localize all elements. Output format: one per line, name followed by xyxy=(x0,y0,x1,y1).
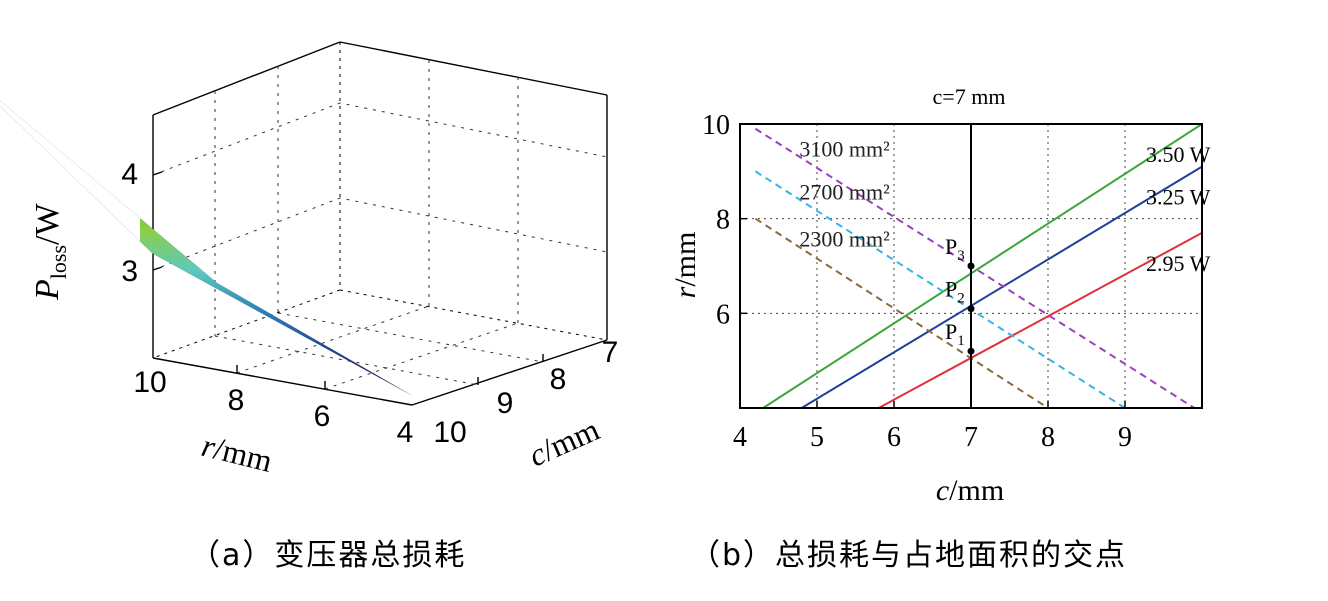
series-label: 2700 mm² xyxy=(799,179,890,204)
c-tick-label: 10 xyxy=(433,416,466,449)
x-tick-label: 9 xyxy=(1118,422,1132,453)
series-line xyxy=(762,123,1203,409)
y-tick-label: 8 xyxy=(716,205,730,236)
series-line xyxy=(754,170,1126,409)
loss-surface xyxy=(140,65,413,396)
y-tick-label: 10 xyxy=(702,110,730,141)
figure: 4 3 10 8 6 4 10 9 8 7 Ploss/W r/mm c/mm … xyxy=(0,41,1211,507)
x-tick-label: 8 xyxy=(1041,422,1055,453)
x-tick-label: 5 xyxy=(810,422,824,453)
series-label: 3.25 W xyxy=(1146,185,1211,210)
series-label: 2.95 W xyxy=(1146,251,1211,276)
r-tick-label: 8 xyxy=(228,384,245,417)
r-tick-label: 4 xyxy=(397,416,414,449)
panel-b-intersection: 4 5 6 7 8 9 6 8 10 3.50 W 3.25 W 2.95 W 3100 mm² 27… xyxy=(669,84,1211,507)
x-tick-label: 4 xyxy=(733,422,747,453)
series-line xyxy=(878,231,1203,409)
r-axis-label: r/mm xyxy=(198,427,276,479)
point-label: P2 xyxy=(945,277,965,307)
x-axis-label: c/mm xyxy=(936,474,1004,507)
point-label: P1 xyxy=(945,319,965,349)
z-tick-label: 3 xyxy=(121,255,138,288)
intersection-point xyxy=(967,305,975,313)
intersection-point xyxy=(967,347,975,355)
point-label: P3 xyxy=(945,234,965,264)
vline-label: c=7 mm xyxy=(933,84,1006,109)
series-line xyxy=(754,217,1049,409)
z-axis-label: Ploss/W xyxy=(29,203,71,301)
series-label: 3.50 W xyxy=(1146,142,1211,167)
y-axis-label: r/mm xyxy=(669,232,702,299)
surface-outline xyxy=(0,99,413,396)
c-tick-label: 8 xyxy=(550,363,567,396)
intersection-point xyxy=(967,262,975,270)
z-tick-label: 4 xyxy=(121,158,138,191)
series-line xyxy=(754,127,1195,409)
series-label: 3100 mm² xyxy=(799,137,890,162)
c-axis-label: c/mm xyxy=(523,411,604,474)
r-tick-label: 6 xyxy=(314,400,331,433)
x-tick-label: 6 xyxy=(887,422,901,453)
panel-a-surface: 4 3 10 8 6 4 10 9 8 7 Ploss/W r/mm c/mm xyxy=(0,41,619,479)
series-line xyxy=(801,165,1203,409)
caption-b: （b）总损耗与占地面积的交点 xyxy=(690,538,1128,573)
caption-a: （a）变压器总损耗 xyxy=(190,538,467,573)
y-tick-label: 6 xyxy=(716,299,730,330)
r-tick-label: 10 xyxy=(133,366,166,399)
c-tick-label: 7 xyxy=(602,336,619,369)
x-tick-label: 7 xyxy=(964,422,978,453)
series-label: 2300 mm² xyxy=(799,227,890,252)
c-tick-label: 9 xyxy=(497,387,514,420)
